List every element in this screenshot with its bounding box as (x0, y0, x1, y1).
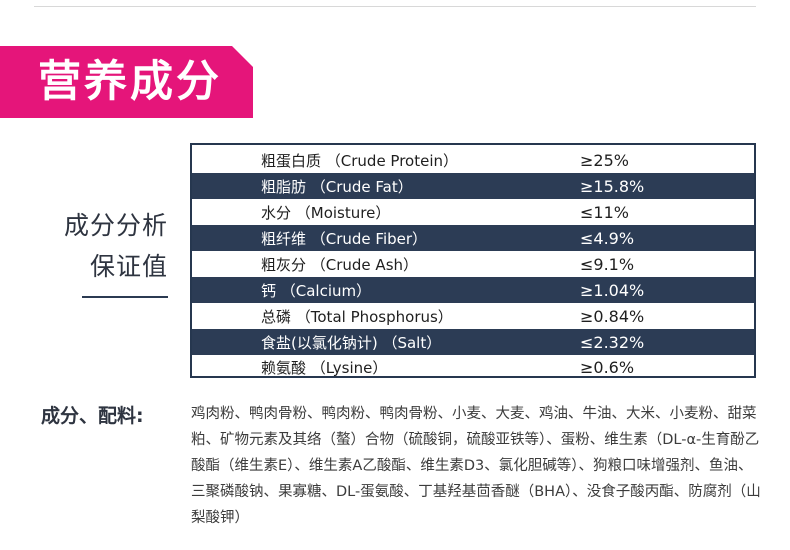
nutrient-name: 粗灰分 （Crude Ash） (261, 255, 419, 274)
nutrient-value: ≤9.1% (580, 254, 635, 274)
ingredients-label: 成分、配料: (41, 405, 144, 427)
table-row: 粗脂肪 （Crude Fat） ≥15.8% (192, 173, 754, 199)
side-label-line2: 保证值 (89, 252, 168, 281)
nutrient-value: ≥1.04% (580, 280, 645, 300)
title-banner (0, 46, 253, 118)
table-row: 钙 （Calcium） ≥1.04% (192, 277, 754, 303)
nutrient-value: ≥0.6% (580, 357, 635, 377)
side-label-underline (82, 296, 168, 298)
nutrient-value: ≥25% (580, 150, 629, 170)
banner-title: 营养成分 (38, 57, 222, 107)
table-row: 水分 （Moisture） ≤11% (192, 199, 754, 225)
nutrient-value: ≤4.9% (580, 228, 635, 248)
table-row: 粗灰分 （Crude Ash） ≤9.1% (192, 251, 754, 277)
table-row: 总磷 （Total Phosphorus） ≥0.84% (192, 303, 754, 329)
nutrient-name: 粗脂肪 （Crude Fat） (261, 177, 413, 196)
nutrient-name: 粗纤维 （Crude Fiber） (261, 229, 428, 248)
nutrient-name: 赖氨酸 （Lysine） (261, 358, 388, 377)
nutrient-name: 钙 （Calcium） (261, 281, 372, 300)
nutrient-name: 粗蛋白质 （Crude Protein） (261, 151, 459, 170)
table-row: 赖氨酸 （Lysine） ≥0.6% (192, 354, 754, 380)
top-divider (34, 6, 756, 7)
nutrient-value: ≤11% (580, 202, 629, 222)
table-row: 食盐(以氯化钠计) （Salt） ≤2.32% (192, 329, 754, 355)
nutrient-name: 食盐(以氯化钠计) （Salt） (261, 333, 442, 352)
nutrient-value: ≥0.84% (580, 306, 645, 326)
table-row: 粗纤维 （Crude Fiber） ≤4.9% (192, 225, 754, 251)
nutrient-value: ≤2.32% (580, 332, 645, 352)
nutrient-name: 总磷 （Total Phosphorus） (261, 307, 453, 326)
nutrition-table: 粗蛋白质 （Crude Protein） ≥25% 粗脂肪 （Crude Fat… (190, 143, 756, 378)
ingredients-text: 鸡肉粉、鸭肉骨粉、鸭肉粉、鸭肉骨粉、小麦、大麦、鸡油、牛油、大米、小麦粉、甜菜粕… (191, 406, 761, 526)
side-label-line1: 成分分析 (63, 211, 168, 240)
nutrient-name: 水分 （Moisture） (261, 203, 391, 222)
nutrient-value: ≥15.8% (580, 176, 645, 196)
table-row: 粗蛋白质 （Crude Protein） ≥25% (192, 147, 754, 173)
